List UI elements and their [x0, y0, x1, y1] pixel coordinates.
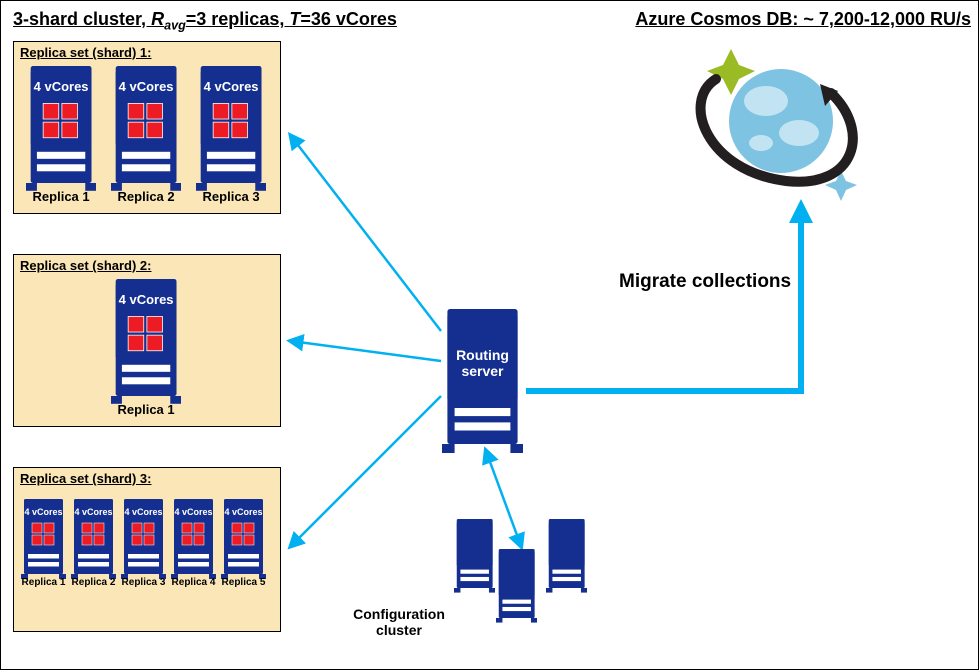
- server-icon: 4 vCores: [111, 279, 181, 404]
- svg-text:4 vCores: 4 vCores: [204, 79, 259, 94]
- svg-text:4 vCores: 4 vCores: [74, 507, 112, 517]
- server-icon: 4 vCores: [221, 499, 266, 579]
- replica-label: Replica 1: [21, 577, 66, 588]
- replica-label: Replica 3: [196, 189, 266, 204]
- migrate-collections-label: Migrate collections: [619, 271, 791, 293]
- replica-label: Replica 5: [221, 577, 266, 588]
- title-right: Azure Cosmos DB: ~ 7,200-12,000 RU/s: [631, 9, 971, 30]
- replica-label: Replica 2: [71, 577, 116, 588]
- server-icon: 4 vCores: [196, 66, 266, 191]
- routing-server-label: Routingserver: [442, 347, 523, 379]
- svg-text:4 vCores: 4 vCores: [24, 507, 62, 517]
- server-icon: 4 vCores: [71, 499, 116, 579]
- cosmos-db-icon: [671, 31, 881, 226]
- diagram-canvas: 3-shard cluster, Ravg=3 replicas, T=36 v…: [0, 0, 979, 670]
- replica-label: Replica 4: [171, 577, 216, 588]
- server-icon: 4 vCores: [21, 499, 66, 579]
- svg-text:4 vCores: 4 vCores: [34, 79, 89, 94]
- shard-3-title: Replica set (shard) 3:: [20, 471, 152, 486]
- replica-label: Replica 1: [111, 402, 181, 417]
- replica-label: Replica 1: [26, 189, 96, 204]
- configuration-cluster-label: Configurationcluster: [339, 606, 459, 638]
- svg-text:4 vCores: 4 vCores: [119, 79, 174, 94]
- svg-text:4 vCores: 4 vCores: [224, 507, 262, 517]
- svg-text:4 vCores: 4 vCores: [174, 507, 212, 517]
- routing-server-icon: [442, 309, 523, 453]
- config-server-icon: [546, 519, 587, 593]
- server-icon: 4 vCores: [171, 499, 216, 579]
- replica-label: Replica 3: [121, 577, 166, 588]
- replica-label: Replica 2: [111, 189, 181, 204]
- server-icon: 4 vCores: [111, 66, 181, 191]
- server-icon: 4 vCores: [26, 66, 96, 191]
- server-icon: 4 vCores: [121, 499, 166, 579]
- shard-2-title: Replica set (shard) 2:: [20, 258, 152, 273]
- shard-1-title: Replica set (shard) 1:: [20, 45, 152, 60]
- config-server-icon: [496, 549, 537, 623]
- svg-text:4 vCores: 4 vCores: [119, 292, 174, 307]
- title-left: 3-shard cluster, Ravg=3 replicas, T=36 v…: [13, 9, 397, 33]
- svg-text:4 vCores: 4 vCores: [124, 507, 162, 517]
- config-server-icon: [454, 519, 495, 593]
